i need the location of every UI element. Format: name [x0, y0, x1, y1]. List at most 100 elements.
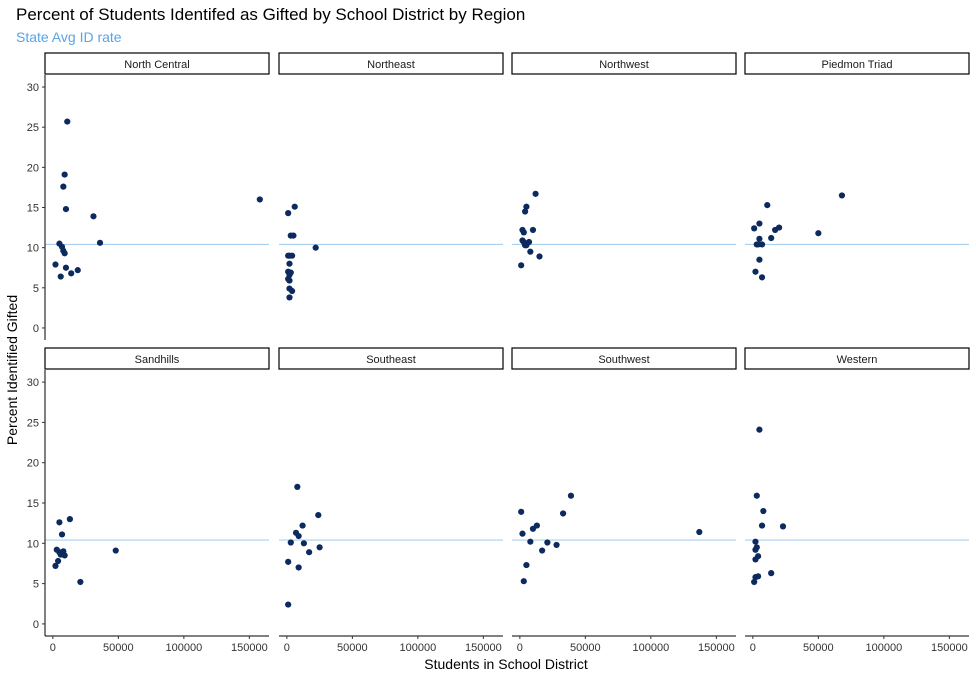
data-point [758, 522, 766, 529]
x-tick-label: 100000 [399, 642, 436, 654]
strip-label: North Central [124, 59, 189, 71]
data-point [752, 538, 759, 545]
strip-label: Western [837, 354, 878, 366]
data-point [291, 203, 298, 210]
data-point [751, 578, 758, 586]
panel-sandhills: Sandhills 0 5 10 15 20 25 30 0 50000 100000 150000 [27, 347, 270, 654]
data-point [112, 547, 119, 554]
data-point [518, 262, 525, 269]
x-tick-label: 50000 [570, 642, 601, 654]
data-point [838, 192, 846, 199]
y-tick-label: 0 [33, 619, 39, 631]
data-point [758, 241, 766, 248]
data-point [96, 239, 104, 246]
y-tick-label: 15 [27, 498, 39, 510]
data-point [286, 260, 293, 267]
x-tick-label: 0 [284, 642, 290, 654]
data-point [58, 531, 66, 538]
x-tick-label: 50000 [337, 642, 368, 654]
y-tick-label: 10 [27, 243, 39, 255]
strip-box [278, 347, 504, 370]
data-point [768, 234, 775, 242]
data-point [521, 208, 529, 215]
y-tick-label: 25 [27, 122, 39, 134]
y-tick-label: 20 [27, 458, 39, 470]
data-point [775, 224, 783, 231]
data-point [536, 253, 543, 260]
data-point [567, 492, 575, 499]
data-point [525, 238, 533, 246]
data-point [753, 544, 760, 551]
data-point [300, 540, 307, 547]
panel-north-central: North Central 0 5 10 15 20 25 30 [27, 52, 270, 340]
data-point [295, 564, 302, 571]
data-point [52, 261, 59, 268]
data-point [815, 230, 822, 237]
data-point [286, 277, 293, 284]
data-point [61, 250, 68, 257]
strip-box [511, 52, 737, 75]
data-point [523, 561, 530, 569]
data-point [544, 539, 551, 546]
chart-subtitle: State Avg ID rate [16, 29, 122, 45]
data-point [527, 538, 534, 545]
data-point [74, 267, 81, 274]
y-tick-label: 15 [27, 203, 39, 215]
data-point [62, 264, 70, 271]
x-tick-label: 150000 [698, 642, 735, 654]
data-point [696, 528, 703, 536]
data-point [529, 226, 537, 234]
data-point [90, 213, 97, 220]
data-point [288, 287, 296, 295]
data-point [315, 511, 322, 519]
data-point [756, 426, 763, 433]
data-point [64, 118, 71, 125]
strip-box [44, 52, 270, 75]
panel-northwest: Northwest [511, 52, 737, 269]
strip-box [744, 52, 970, 75]
x-tick-label: 150000 [231, 642, 268, 654]
data-point [752, 268, 759, 275]
panel-piedmon-triad: Piedmon Triad [744, 52, 970, 281]
data-point [756, 235, 763, 242]
data-point [295, 532, 302, 540]
strip-box [278, 52, 504, 75]
y-tick-label: 0 [33, 323, 39, 335]
y-tick-label: 30 [27, 377, 39, 389]
panel-southeast: Southeast 0 50000 100000 150000 [278, 347, 504, 654]
chart-title: Percent of Students Identifed as Gifted … [16, 5, 525, 24]
data-point [519, 530, 526, 537]
panel-western: Western 0 50000 100000 150000 [744, 347, 970, 654]
data-point [77, 578, 84, 586]
y-axis-title: Percent Identified Gifted [4, 295, 20, 445]
data-point [527, 248, 534, 255]
data-point [294, 483, 301, 490]
data-point [68, 270, 75, 277]
data-point [532, 190, 539, 197]
y-tick-label: 10 [27, 538, 39, 550]
facet-panels: North Central 0 5 10 15 20 25 30 Northeast Northw… [27, 52, 970, 654]
data-point [57, 273, 64, 280]
x-tick-label: 150000 [465, 642, 502, 654]
data-point [256, 196, 263, 203]
data-point [751, 225, 758, 232]
strip-box [511, 347, 737, 370]
y-tick-label: 25 [27, 417, 39, 429]
data-point [518, 508, 525, 515]
data-point [285, 601, 292, 608]
y-tick-label: 5 [33, 283, 39, 295]
strip-label: Southwest [598, 354, 649, 366]
data-point [52, 562, 59, 569]
data-point [312, 244, 319, 251]
strip-label: Northwest [599, 59, 649, 71]
y-tick-label: 30 [27, 82, 39, 94]
data-point [62, 206, 70, 213]
x-tick-label: 0 [50, 642, 56, 654]
panel-northeast: Northeast [278, 52, 504, 301]
data-point [299, 522, 306, 529]
strip-box [744, 347, 970, 370]
data-point [288, 252, 296, 259]
data-point [286, 294, 293, 301]
x-tick-label: 50000 [103, 642, 134, 654]
